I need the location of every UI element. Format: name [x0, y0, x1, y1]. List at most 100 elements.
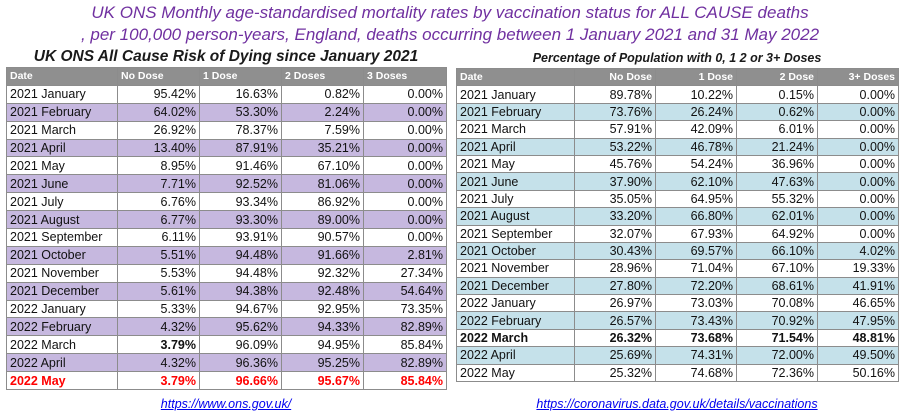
- date-cell: 2022 April: [456, 346, 575, 365]
- table-row: 2021 February 64.02% 53.30% 2.24% 0.00%: [6, 102, 447, 122]
- value-cell: 90.57%: [281, 228, 364, 247]
- value-cell: 5.33%: [117, 299, 200, 319]
- value-cell: 33.20%: [574, 207, 656, 226]
- date-cell: 2022 January: [456, 294, 575, 313]
- value-cell: 64.92%: [736, 224, 818, 243]
- value-cell: 35.05%: [574, 189, 656, 209]
- table-row: 2021 July 35.05% 64.95% 55.32% 0.00%: [456, 189, 899, 209]
- value-cell: 74.31%: [655, 346, 737, 365]
- value-cell: 19.33%: [817, 259, 899, 278]
- date-cell: 2022 February: [6, 317, 118, 337]
- value-cell: 0.00%: [817, 224, 899, 243]
- value-cell: 94.67%: [199, 299, 282, 319]
- value-cell: 94.48%: [199, 245, 282, 265]
- value-cell: 92.48%: [281, 281, 364, 301]
- page-title-line-1: UK ONS Monthly age-standardised mortalit…: [91, 3, 809, 22]
- table-header-row: Date No Dose 1 Dose 2 Doses 3 Doses: [6, 67, 447, 86]
- table-row: 2021 August 6.77% 93.30% 89.00% 0.00%: [6, 210, 447, 230]
- value-cell: 0.00%: [817, 137, 899, 156]
- table-row: 2021 December 5.61% 94.38% 92.48% 54.64%: [6, 281, 447, 301]
- table-row: 2021 May 45.76% 54.24% 36.96% 0.00%: [456, 154, 899, 174]
- table-row: 2022 February 4.32% 95.62% 94.33% 82.89%: [6, 317, 447, 337]
- value-cell: 0.00%: [363, 138, 447, 158]
- header-1-dose: 1 Dose: [199, 67, 282, 86]
- value-cell: 48.81%: [817, 328, 899, 348]
- value-cell: 73.35%: [363, 299, 447, 319]
- value-cell: 6.01%: [736, 120, 818, 139]
- value-cell: 0.00%: [363, 156, 447, 176]
- table-row: 2021 September 6.11% 93.91% 90.57% 0.00%: [6, 228, 447, 247]
- date-cell: 2021 November: [6, 263, 118, 283]
- date-cell: 2021 October: [6, 245, 118, 265]
- date-cell: 2021 March: [6, 120, 118, 140]
- value-cell: 91.66%: [281, 245, 364, 265]
- value-cell: 50.16%: [817, 363, 899, 383]
- value-cell: 81.06%: [281, 174, 364, 194]
- value-cell: 92.95%: [281, 299, 364, 319]
- value-cell: 67.10%: [736, 259, 818, 278]
- date-cell: 2022 February: [456, 311, 575, 330]
- table-row: 2021 January 89.78% 10.22% 0.15% 0.00%: [456, 85, 899, 104]
- value-cell: 4.02%: [817, 241, 899, 261]
- value-cell: 93.91%: [199, 228, 282, 247]
- date-cell: 2021 December: [456, 276, 575, 296]
- date-cell: 2021 May: [456, 154, 575, 174]
- value-cell: 74.68%: [655, 363, 737, 383]
- value-cell: 35.21%: [281, 138, 364, 158]
- value-cell: 25.69%: [574, 346, 656, 365]
- value-cell: 94.95%: [281, 335, 364, 355]
- ons-source-link[interactable]: https://www.ons.gov.uk/: [160, 397, 292, 411]
- table-row: 2021 August 33.20% 66.80% 62.01% 0.00%: [456, 207, 899, 226]
- value-cell: 89.00%: [281, 210, 364, 230]
- table-row: 2021 October 5.51% 94.48% 91.66% 2.81%: [6, 245, 447, 265]
- value-cell: 0.00%: [363, 210, 447, 230]
- value-cell: 71.54%: [736, 328, 818, 348]
- value-cell: 2.81%: [363, 245, 447, 265]
- value-cell: 53.30%: [199, 102, 282, 122]
- value-cell: 54.24%: [655, 154, 737, 174]
- value-cell: 0.00%: [363, 84, 447, 104]
- value-cell: 95.62%: [199, 317, 282, 337]
- value-cell: 0.00%: [363, 174, 447, 194]
- date-cell: 2021 February: [6, 102, 118, 122]
- date-cell: 2022 May: [6, 371, 118, 391]
- date-cell: 2021 January: [456, 85, 575, 104]
- value-cell: 62.10%: [655, 172, 737, 191]
- population-doses-table: Date No Dose 1 Dose 2 Dose 3+ Doses 2021…: [456, 67, 899, 383]
- value-cell: 64.95%: [655, 189, 737, 209]
- left-table-subtitle: UK ONS All Cause Risk of Dying since Jan…: [33, 48, 419, 65]
- value-cell: 0.00%: [363, 102, 447, 122]
- value-cell: 70.92%: [736, 311, 818, 330]
- value-cell: 27.34%: [363, 263, 447, 283]
- value-cell: 89.78%: [574, 85, 656, 104]
- page-title-line-2: , per 100,000 person-years, England, dea…: [80, 25, 820, 44]
- value-cell: 36.96%: [736, 154, 818, 174]
- value-cell: 53.22%: [574, 137, 656, 156]
- date-cell: 2021 August: [6, 210, 118, 230]
- value-cell: 26.97%: [574, 294, 656, 313]
- value-cell: 73.03%: [655, 294, 737, 313]
- value-cell: 85.84%: [363, 335, 447, 355]
- date-cell: 2021 July: [456, 189, 575, 209]
- value-cell: 41.91%: [817, 276, 899, 296]
- value-cell: 70.08%: [736, 294, 818, 313]
- table-row: 2021 October 30.43% 69.57% 66.10% 4.02%: [456, 241, 899, 261]
- date-cell: 2021 January: [6, 84, 118, 104]
- header-1-dose: 1 Dose: [655, 67, 737, 87]
- table-row: 2021 December 27.80% 72.20% 68.61% 41.91%: [456, 276, 899, 296]
- value-cell: 16.63%: [199, 84, 282, 104]
- header-no-dose: No Dose: [117, 67, 200, 86]
- value-cell: 0.00%: [817, 102, 899, 122]
- table-row: 2022 May 3.79% 96.66% 95.67% 85.84%: [6, 371, 447, 391]
- value-cell: 95.42%: [117, 84, 200, 104]
- value-cell: 46.65%: [817, 294, 899, 313]
- date-cell: 2022 April: [6, 353, 118, 373]
- value-cell: 55.32%: [736, 189, 818, 209]
- coronavirus-data-source-link[interactable]: https://coronavirus.data.gov.uk/details/…: [536, 397, 818, 411]
- value-cell: 0.00%: [817, 172, 899, 191]
- value-cell: 72.00%: [736, 346, 818, 365]
- header-date: Date: [456, 67, 575, 87]
- value-cell: 0.00%: [817, 154, 899, 174]
- date-cell: 2021 April: [6, 138, 118, 158]
- date-cell: 2021 September: [456, 224, 575, 243]
